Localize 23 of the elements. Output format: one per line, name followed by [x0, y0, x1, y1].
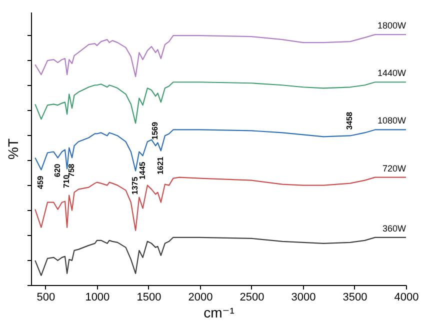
series-label: 1080W	[377, 116, 406, 126]
x-axis-title: cm⁻¹	[204, 304, 235, 320]
x-tick-label: 3000	[291, 292, 316, 304]
annotation: 1569	[150, 121, 160, 140]
x-tick-label: 2000	[188, 292, 213, 304]
x-tick-label: 1000	[85, 292, 110, 304]
x-tick-label: 1500	[136, 292, 162, 304]
annotation: 1375	[130, 176, 140, 195]
annotation: 620	[52, 163, 62, 178]
annotation: 3458	[345, 111, 354, 130]
x-tick-label: 4000	[394, 292, 419, 304]
annotation: 758	[67, 163, 76, 178]
series-label: 720W	[382, 163, 406, 174]
x-tick-label: 2500	[240, 292, 264, 304]
y-axis-title: %T	[5, 138, 21, 160]
series-label: 1800W	[377, 20, 406, 31]
annotation: 1445	[138, 161, 147, 180]
x-tick-label: 500	[36, 292, 56, 304]
annotation: 1621	[156, 156, 165, 175]
x-tick-label: 3500	[342, 292, 368, 304]
series-label: 360W	[382, 223, 406, 234]
series-label: 1440W	[377, 68, 406, 78]
annotation: 459	[36, 175, 46, 190]
